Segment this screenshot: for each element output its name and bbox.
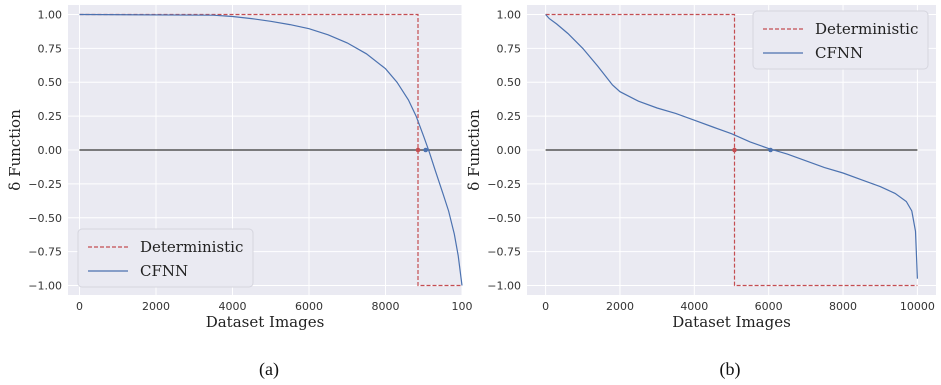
- y-tick-label: 0.50: [38, 76, 63, 89]
- y-tick-label: 0.50: [497, 76, 522, 89]
- zero-crossing-marker: [415, 147, 421, 153]
- zero-crossing-marker: [423, 147, 428, 153]
- panel-caption: (b): [720, 359, 741, 380]
- x-tick-label: 8000: [829, 300, 857, 313]
- y-tick-label: −1.00: [28, 280, 62, 293]
- y-tick-label: 1.00: [497, 8, 522, 21]
- x-tick-label: 2000: [606, 300, 634, 313]
- legend-label-cfnn: CFNN: [140, 262, 188, 280]
- y-tick-label: −0.75: [28, 246, 62, 259]
- zero-crossing-marker: [768, 147, 773, 153]
- x-axis-label: Dataset Images: [672, 313, 791, 331]
- y-tick-label: −0.75: [487, 246, 521, 259]
- y-tick-label: 0.25: [38, 110, 63, 123]
- series-line-cfnn: [79, 13, 463, 286]
- x-tick-label: 8000: [371, 300, 399, 313]
- x-tick-label: 2000: [142, 300, 170, 313]
- legend-label-deterministic: Deterministic: [815, 20, 918, 38]
- y-tick-label: −0.50: [487, 212, 521, 225]
- y-tick-label: −0.25: [28, 178, 62, 191]
- series-line-cfnn: [545, 14, 918, 279]
- y-axis-label: δ Function: [465, 109, 483, 191]
- y-tick-label: 0.25: [497, 110, 522, 123]
- x-tick-label: 6000: [295, 300, 323, 313]
- x-tick-label: 4000: [680, 300, 708, 313]
- x-axis-label: Dataset Images: [206, 313, 325, 331]
- x-tick-label: 10000: [900, 300, 935, 313]
- legend: Deterministic CFNN: [77, 228, 254, 288]
- legend-label-cfnn: CFNN: [815, 44, 863, 62]
- y-tick-label: 0.75: [38, 42, 63, 55]
- legend-label-deterministic: Deterministic: [140, 238, 243, 256]
- panel-caption: (a): [259, 359, 279, 380]
- y-tick-label: −0.25: [487, 178, 521, 191]
- x-tick-label: 0: [76, 300, 83, 313]
- x-tick-label: 100: [452, 300, 473, 313]
- y-tick-label: −0.50: [28, 212, 62, 225]
- y-tick-label: −1.00: [487, 280, 521, 293]
- chart-panel-b: 1.00 0.75 0.50 0.25 0.00 −0.25 −0.50 −0.75 −1.00…: [465, 5, 936, 380]
- y-tick-label: 0.00: [497, 144, 522, 157]
- y-tick-label: 1.00: [38, 8, 63, 21]
- x-tick-label: 4000: [218, 300, 246, 313]
- legend: Deterministic CFNN: [752, 10, 929, 70]
- x-tick-label: 0: [542, 300, 549, 313]
- x-tick-label: 6000: [755, 300, 783, 313]
- chart-panel-a: 1.00 0.75 0.50 0.25 0.00 −0.25 −0.50 −0.75 −1.00…: [6, 5, 473, 380]
- zero-crossing-marker: [732, 147, 737, 153]
- y-axis-label: δ Function: [6, 109, 24, 191]
- y-tick-label: 0.75: [497, 42, 522, 55]
- legend-box: [77, 228, 254, 288]
- y-tick-label: 0.00: [38, 144, 63, 157]
- legend-box: [752, 10, 929, 70]
